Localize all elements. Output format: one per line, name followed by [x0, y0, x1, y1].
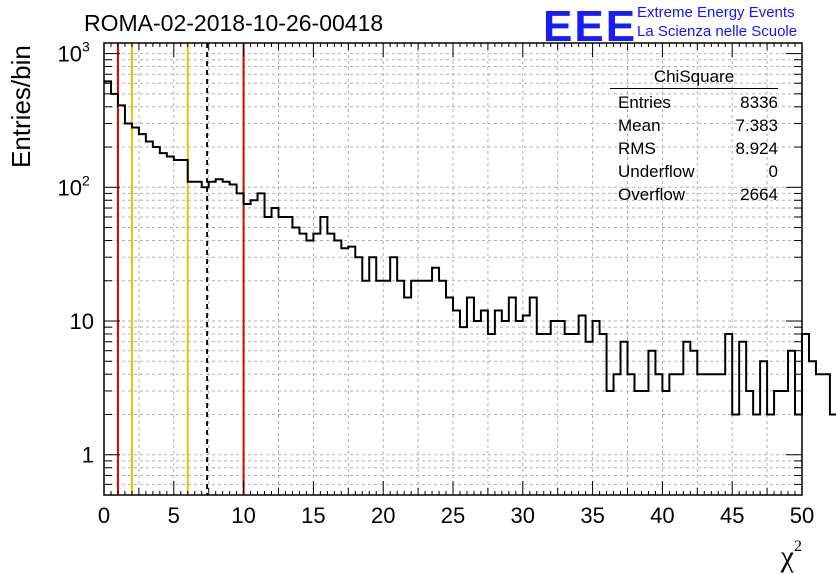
chart-title: ROMA-02-2018-10-26-00418	[84, 10, 384, 36]
x-tick-label: 10	[231, 503, 255, 528]
stats-value: 0	[768, 162, 778, 181]
stats-label: Mean	[618, 116, 661, 135]
x-axis-label-sup: 2	[794, 538, 802, 555]
stats-value: 7.383	[735, 116, 778, 135]
x-tick-label: 35	[580, 503, 604, 528]
logo-line-2: La Scienza nelle Scuole	[637, 23, 798, 40]
x-tick-label: 45	[720, 503, 744, 528]
reference-lines	[116, 43, 245, 495]
x-tick-label: 30	[511, 503, 535, 528]
stats-label: Underflow	[618, 162, 695, 181]
x-tick-label: 5	[168, 503, 180, 528]
stats-row: Overflow 2664	[610, 183, 778, 206]
stats-row: RMS 8.924	[610, 137, 778, 160]
stats-value: 8336	[740, 93, 778, 112]
stats-title: ChiSquare	[610, 67, 778, 89]
eee-logo: EEE	[543, 2, 638, 51]
y-tick-label: 10	[58, 42, 82, 67]
x-tick-label: 40	[650, 503, 674, 528]
y-tick-label: 10	[58, 175, 82, 200]
x-tick-label: 15	[301, 503, 325, 528]
x-tick-label: 25	[441, 503, 465, 528]
x-axis-label: χ2	[780, 538, 802, 574]
stats-value: 8.924	[735, 139, 778, 158]
x-tick-label: 20	[371, 503, 395, 528]
stats-label: Entries	[618, 93, 671, 112]
stats-row: Mean 7.383	[610, 114, 778, 137]
stats-label: RMS	[618, 139, 656, 158]
stats-value: 2664	[740, 185, 778, 204]
histogram-series	[104, 80, 836, 416]
logo-line-1: Extreme Energy Events	[637, 4, 795, 21]
y-axis-label: Entries/bin	[6, 45, 36, 168]
stats-box: ChiSquare Entries 8336 Mean 7.383 RMS 8.…	[610, 67, 778, 206]
stats-row: Underflow 0	[610, 160, 778, 183]
x-axis-label-base: χ	[780, 540, 794, 573]
y-tick-label: 1	[82, 443, 94, 468]
x-tick-label: 50	[790, 503, 814, 528]
y-tick-exponent: 2	[82, 172, 90, 188]
y-tick-exponent: 3	[82, 39, 90, 55]
y-tick-label: 10	[70, 309, 94, 334]
stats-label: Overflow	[618, 185, 686, 204]
x-tick-label: 0	[98, 503, 110, 528]
histogram-step-line	[104, 80, 836, 416]
stats-row: Entries 8336	[610, 91, 778, 114]
